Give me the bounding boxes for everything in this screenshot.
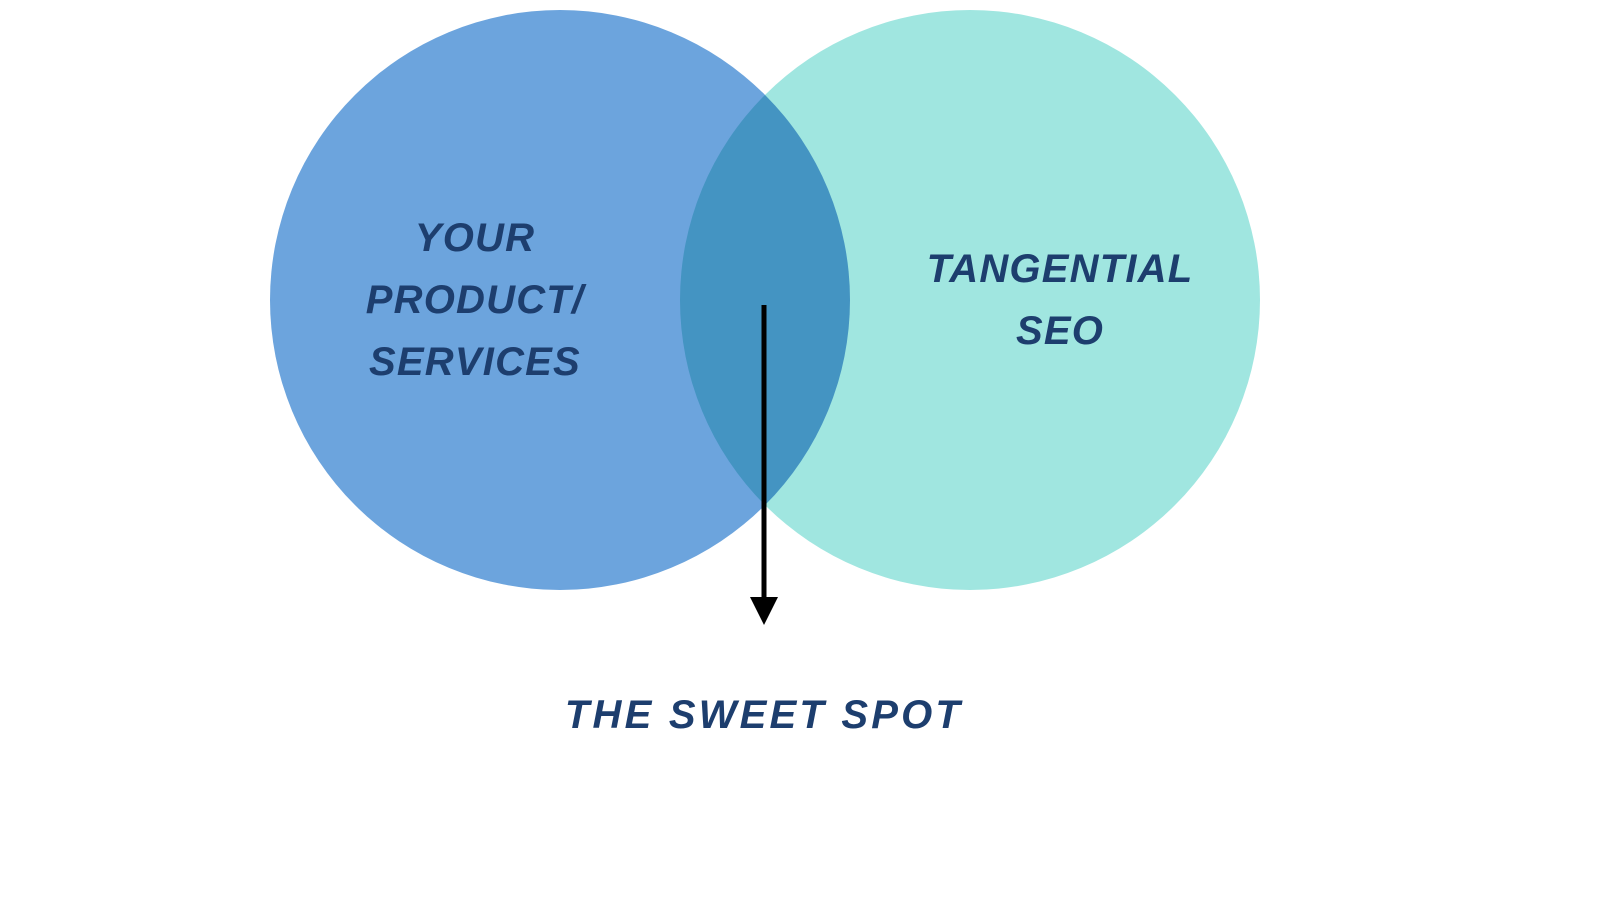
caption-sweet-spot: THE SWEET SPOT <box>464 693 1064 738</box>
venn-label-left: YOUR PRODUCT/ SERVICES <box>315 207 635 393</box>
venn-label-right: TANGENTIAL SEO <box>880 238 1240 362</box>
